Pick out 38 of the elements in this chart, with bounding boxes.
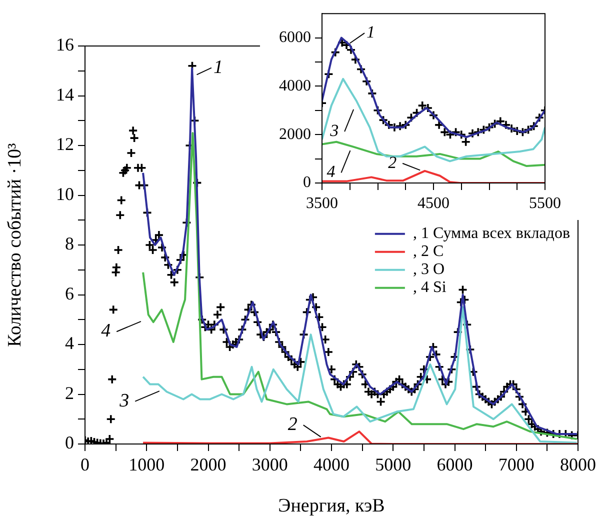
y-tick-label: 0 [303,174,311,192]
annotation: 1 [213,56,223,78]
x-tick-label: 0 [80,454,90,475]
legend-label: , 1 Сумма всех вкладов [412,225,570,242]
x-tick-label: 3000 [252,454,288,475]
legend-label: , 3 O [412,261,444,278]
y-tick-label: 16 [56,34,74,55]
y-tick-label: 8 [65,234,74,254]
x-tick-label: 3500 [306,194,338,212]
y-tick-label: 6 [65,283,74,304]
y-axis-title: Количество событий ·10³ [4,142,26,347]
annotation: 3 [329,121,339,140]
y-tick-label: 2 [65,382,74,403]
y-tick-label: 4000 [279,77,311,94]
x-tick-label: 8000 [560,454,596,475]
x-axis-title: Энергия, кэВ [278,496,385,517]
y-tick-label: 4 [65,333,74,354]
annotation: 4 [101,320,112,342]
x-tick-label: 6000 [436,454,473,475]
annotation: 1 [366,22,376,42]
x-tick-label: 5500 [529,194,561,212]
y-tick-label: 0 [65,432,74,453]
y-tick-label: 10 [56,184,74,204]
x-tick-label: 4500 [418,194,450,212]
x-tick-label: 5000 [375,454,412,475]
annotation: 4 [326,162,336,182]
y-tick-label: 14 [56,84,74,104]
x-tick-label: 7000 [498,454,534,475]
x-tick-label: 1000 [128,454,165,475]
x-tick-label: 4000 [314,454,350,475]
y-tick-label: 6000 [279,29,311,46]
y-tick-label: 2000 [279,126,311,143]
legend-label: , 4 Si [412,279,447,296]
x-tick-label: 2000 [190,454,226,475]
annotation: 2 [388,152,398,172]
annotation: 3 [118,390,130,412]
legend-label: , 2 C [412,243,444,260]
y-tick-label: 12 [56,134,74,154]
